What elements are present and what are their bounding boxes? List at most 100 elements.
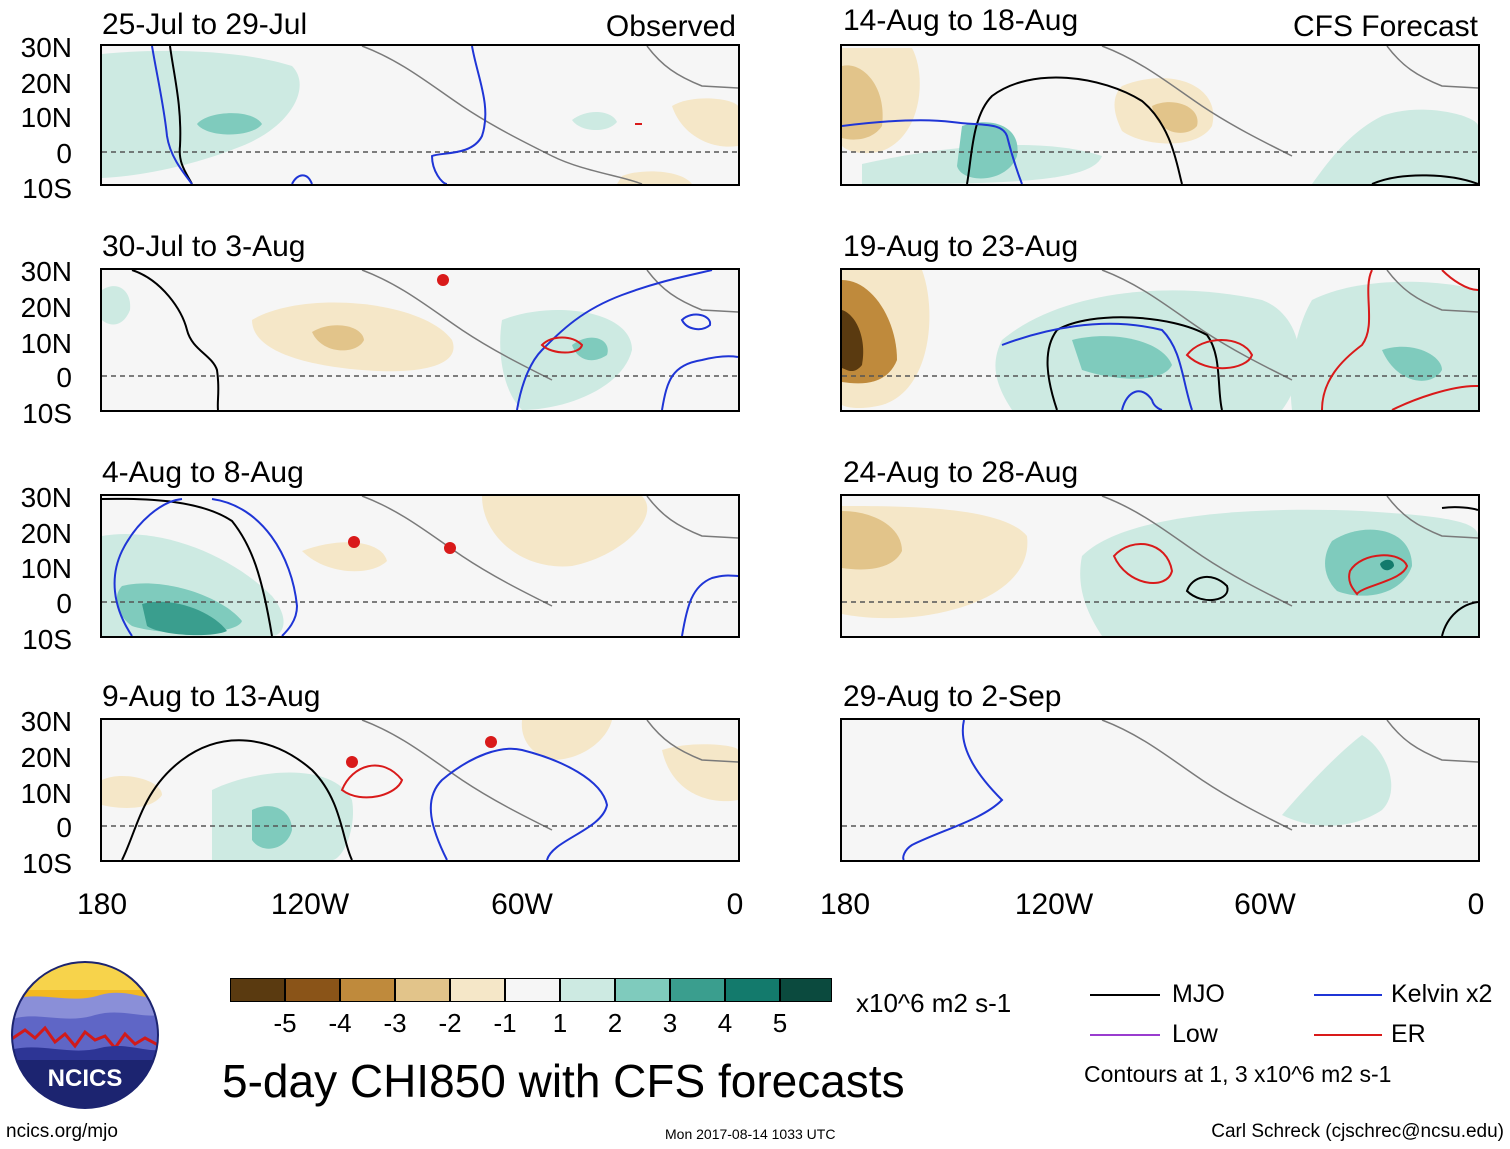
map-panel-forecast-3 [840, 494, 1480, 638]
legend-kelvin-label: Kelvin x2 [1391, 980, 1493, 1008]
kelvin-contour [151, 46, 193, 184]
kelvin-contour [1001, 322, 1193, 410]
map-panel-observed-2 [100, 268, 740, 412]
coastline [361, 720, 553, 831]
chi-field-negative [302, 542, 387, 572]
coastline [1101, 270, 1293, 381]
kelvin-contour [430, 46, 487, 184]
er-contour [540, 336, 584, 354]
lat-label: 10S [22, 173, 72, 204]
kelvin-contour [902, 720, 1004, 860]
site-url[interactable]: ncics.org/mjo [6, 1121, 118, 1142]
coastline [646, 496, 738, 539]
chi-field-positive [142, 601, 227, 636]
panel-title-6: 19-Aug to 23-Aug [843, 230, 1079, 263]
chi-field-positive [1382, 346, 1442, 381]
lat-label: 30N [20, 32, 72, 63]
mjo-contour [1441, 601, 1478, 636]
figure-title: 5-day CHI850 with CFS forecasts [222, 1055, 905, 1107]
lat-label: 0 [56, 812, 72, 843]
map-panel-observed-1 [100, 44, 740, 186]
legend-contours-note: Contours at 1, 3 x10^6 m2 s-1 [1084, 1061, 1392, 1087]
chi-field-negative [672, 98, 738, 147]
credit: Carl Schreck (cjschrec@ncsu.edu) [1211, 1121, 1504, 1142]
lon-label: 180 [76, 888, 128, 921]
colorbar-swatch [780, 978, 832, 1002]
lat-label: 10N [20, 328, 72, 359]
colorbar-swatch [670, 978, 725, 1002]
chi-field-positive [957, 122, 1018, 179]
lat-label: 0 [56, 362, 72, 393]
chi-field-positive [252, 806, 292, 849]
colorbar-swatch [395, 978, 450, 1002]
chi-field-positive [102, 50, 300, 179]
storm-symbol [346, 756, 358, 768]
lat-label: 0 [56, 138, 72, 169]
colorbar-label: -2 [438, 1008, 462, 1038]
colorbar-swatch [725, 978, 780, 1002]
panel-title-4: 9-Aug to 13-Aug [102, 680, 321, 713]
chi-field-positive [102, 286, 131, 325]
coastline [646, 270, 738, 313]
chi-field-negative [842, 65, 883, 140]
timestamp: Mon 2017-08-14 1033 UTC [665, 1126, 836, 1142]
kelvin-contour [681, 574, 738, 636]
mjo-contour [1046, 316, 1223, 410]
chi-field-positive [500, 310, 632, 410]
mjo-contour [102, 497, 273, 636]
chi-field-negative [521, 720, 612, 760]
storm-symbol [485, 736, 497, 748]
panel-title-2: 30-Jul to 3-Aug [102, 230, 306, 263]
kelvin-contour [842, 119, 1023, 184]
coastline [361, 496, 553, 607]
coastline [646, 46, 738, 89]
lat-label: 10S [22, 848, 72, 879]
lon-label: 180 [819, 888, 871, 921]
panel-title-3: 4-Aug to 8-Aug [102, 456, 304, 489]
colorbar-swatch [285, 978, 340, 1002]
panel-title-5: 14-Aug to 18-Aug [843, 4, 1079, 37]
panel-title-8: 29-Aug to 2-Sep [843, 680, 1062, 713]
legend-low-label: Low [1172, 1020, 1218, 1048]
lat-label: 20N [20, 68, 72, 99]
mjo-contour [966, 76, 1183, 184]
chi-field-positive [1080, 509, 1478, 636]
lat-label: 30N [20, 256, 72, 287]
map-panel-forecast-1 [840, 44, 1480, 186]
chi-field-positive [1312, 109, 1478, 184]
lat-label: 10N [20, 102, 72, 133]
coastline [1386, 496, 1478, 539]
lat-label: 30N [20, 706, 72, 737]
colorbar-swatch [230, 978, 285, 1002]
coastline [361, 270, 553, 381]
coastline [361, 46, 643, 184]
chi-field-negative [312, 325, 364, 351]
lat-label: 10N [20, 553, 72, 584]
colorbar-swatch [505, 978, 560, 1002]
map-panel-forecast-4 [840, 718, 1480, 862]
chi-field-negative [842, 310, 864, 372]
colorbar [228, 976, 834, 1004]
chi-field-positive [572, 111, 617, 131]
kelvin-contour [680, 313, 712, 331]
legend-mjo-label: MJO [1172, 980, 1225, 1008]
chi-field-positive [1290, 281, 1478, 410]
mjo-contour [1371, 174, 1478, 184]
kelvin-contour [113, 498, 183, 636]
kelvin-contour [516, 270, 713, 410]
colorbar-units: x10^6 m2 s-1 [856, 988, 1012, 1018]
kelvin-contour [291, 174, 313, 184]
lon-label: 0 [1467, 888, 1485, 921]
colorbar-label: -3 [383, 1008, 407, 1038]
mjo-contour [1185, 576, 1229, 602]
lat-label: 10N [20, 778, 72, 809]
legend-mjo-line [1090, 994, 1160, 996]
storm-symbol [444, 542, 456, 554]
chi-field-negative [482, 496, 648, 567]
chi-field-negative [662, 744, 738, 802]
lat-label: 20N [20, 742, 72, 773]
chi-field-negative [1152, 102, 1198, 133]
storm-symbol [348, 536, 360, 548]
map-panel-observed-3 [100, 494, 740, 638]
chi-field-negative [617, 171, 692, 184]
